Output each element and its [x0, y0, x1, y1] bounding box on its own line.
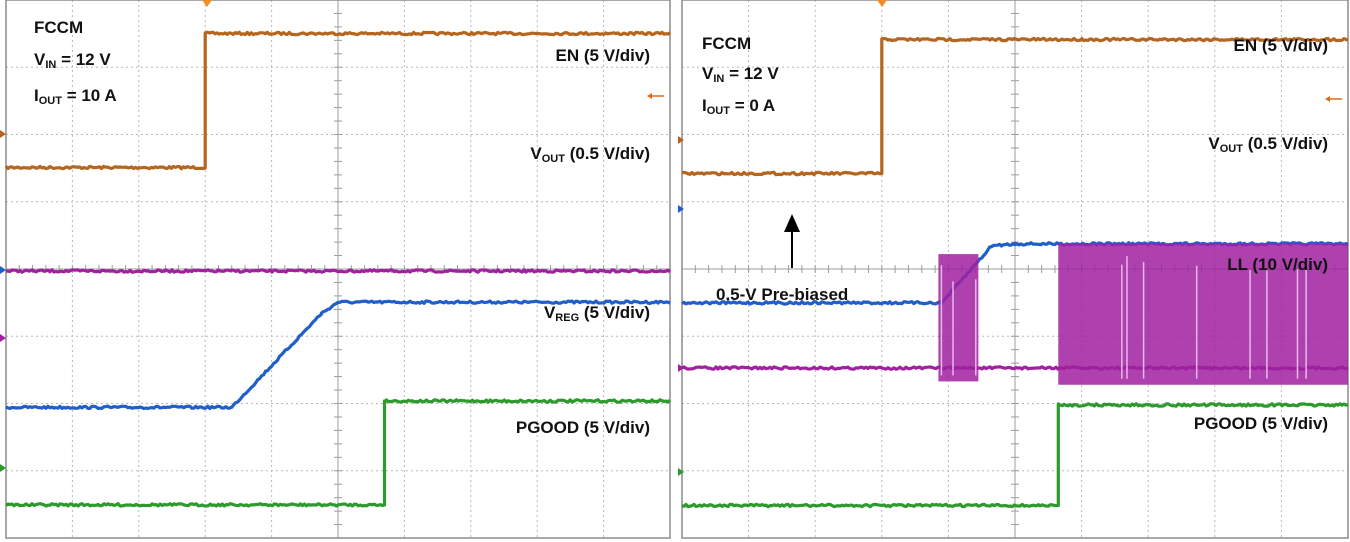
ll-channel-label: LL (10 V/div): [1227, 255, 1328, 274]
graticule-frame: [5, 0, 671, 539]
trace-pgood: [681, 402, 1349, 509]
en-channel-label: EN (5 V/div): [555, 46, 650, 65]
ground-marker-pgood: [678, 468, 684, 476]
trigger-level-marker: [647, 93, 652, 99]
ground-marker-en: [0, 130, 6, 138]
scope-plot-left: [0, 0, 672, 539]
prebias-annotation: 0.5-V Pre-biased: [716, 285, 849, 304]
switching-burst: [1058, 244, 1348, 385]
vreg-channel-label: VREG (5 V/div): [543, 303, 650, 324]
pgood-channel-label: PGOOD (5 V/div): [515, 418, 650, 437]
ground-marker-ch3: [0, 334, 6, 342]
vout-channel-label: VOUT (0.5 V/div): [530, 144, 650, 165]
vout-channel-label: VOUT (0.5 V/div): [1208, 134, 1328, 155]
prebias-arrow-head: [784, 214, 800, 232]
panel-divider: [672, 0, 678, 542]
scope-capture-left: FCCM VIN = 12 V IOUT = 10 A EN (5 V/div)…: [0, 0, 672, 542]
ground-marker-pgood: [0, 464, 6, 472]
pgood-channel-label: PGOOD (5 V/div): [1193, 414, 1328, 433]
ground-marker-vout: [0, 266, 6, 274]
trigger-marker: [877, 0, 887, 7]
scope-capture-right: FCCM VIN = 12 V IOUT = 0 A EN (5 V/div) …: [678, 0, 1350, 542]
trace-vout: [5, 299, 671, 411]
trigger-marker: [202, 0, 212, 7]
iout-label: IOUT = 10 A: [34, 86, 117, 107]
ground-marker-ch3: [678, 364, 684, 372]
scope-plot-right: [678, 0, 1349, 539]
trace-ch3: [5, 268, 672, 274]
ground-marker-en: [678, 136, 684, 144]
mode-label: FCCM: [702, 34, 752, 53]
trace-en: [4, 30, 671, 171]
switching-burst: [938, 254, 979, 382]
trigger-level-marker: [1325, 96, 1330, 102]
trace-en: [681, 36, 1349, 177]
ground-marker-vout: [678, 205, 684, 213]
mode-label: FCCM: [34, 18, 84, 37]
trace-pgood: [5, 398, 672, 508]
vin-label: VIN = 12 V: [34, 50, 111, 71]
en-channel-label: EN (5 V/div): [1233, 36, 1328, 55]
vin-label: VIN = 12 V: [702, 64, 779, 85]
iout-label: IOUT = 0 A: [702, 96, 776, 117]
